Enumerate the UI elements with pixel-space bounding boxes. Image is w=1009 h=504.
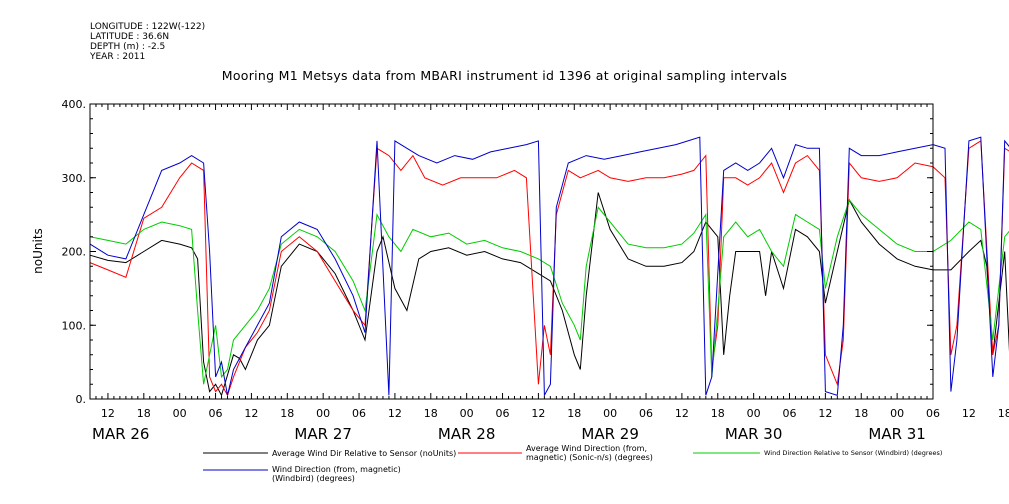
latitude-text: LATITUDE : 36.6N [90, 32, 170, 42]
series-line-3 [89, 198, 1009, 385]
legend-lines [203, 452, 760, 471]
legend-label-4: Wind Direction (from, magnetic) (Windbir… [272, 465, 401, 483]
x-hour-label: 18 [280, 407, 294, 420]
x-hour-label: 00 [890, 407, 904, 420]
x-hour-label: 12 [675, 407, 689, 420]
x-hour-label: 06 [926, 407, 940, 420]
x-hour-label: 12 [388, 407, 402, 420]
x-hour-label: 12 [818, 407, 832, 420]
x-hour-label: 00 [316, 407, 330, 420]
x-hour-label: 18 [424, 407, 438, 420]
x-hour-label: 18 [567, 407, 581, 420]
x-day-label: MAR 30 [725, 425, 782, 443]
x-day-label: MAR 26 [92, 425, 149, 443]
x-hour-label: 06 [639, 407, 653, 420]
x-hour-label: 00 [603, 407, 617, 420]
x-hour-label: 12 [244, 407, 258, 420]
x-day-label: MAR 27 [294, 425, 351, 443]
x-hour-label: 00 [173, 407, 187, 420]
series-layer [89, 136, 1009, 398]
y-tick-label: 400. [62, 98, 87, 111]
x-day-label: MAR 28 [438, 425, 495, 443]
x-hour-label: 06 [783, 407, 797, 420]
series-line-1 [89, 192, 1009, 397]
x-day-label: MAR 31 [868, 425, 925, 443]
x-hour-label: 06 [209, 407, 223, 420]
x-hour-label: 06 [352, 407, 366, 420]
x-hour-label: 00 [747, 407, 761, 420]
legend-label-1: Average Wind Dir Relative to Sensor (noU… [272, 449, 457, 458]
series-line-4 [89, 136, 1009, 398]
y-axis-label: noUnits [31, 228, 45, 274]
x-hour-label: 12 [962, 407, 976, 420]
year-text: YEAR : 2011 [90, 52, 146, 62]
longitude-text: LONGITUDE : 122W(-122) [90, 22, 206, 32]
legend-label-3: Wind Direction Relative to Sensor (Windb… [764, 449, 943, 457]
x-hour-label: 18 [854, 407, 868, 420]
y-tick-label: 0. [76, 393, 87, 406]
x-hour-label: 12 [531, 407, 545, 420]
x-hour-label: 18 [711, 407, 725, 420]
series-line-2 [89, 140, 1009, 397]
x-hour-label: 18 [998, 407, 1009, 420]
y-tick-label: 100. [62, 319, 87, 332]
chart-title: Mooring M1 Metsys data from MBARI instru… [221, 68, 788, 83]
x-hour-label: 06 [496, 407, 510, 420]
ticks-layer: 0. 100. 200. 300. 400. 12 18 00 06 12 18 00 06 12 18 00… [62, 98, 1009, 443]
x-day-label: MAR 29 [581, 425, 638, 443]
depth-text: DEPTH (m) : -2.5 [90, 42, 166, 52]
x-hour-label: 00 [460, 407, 474, 420]
x-hour-label: 18 [137, 407, 151, 420]
y-tick-label: 300. [62, 172, 87, 185]
x-hour-label: 12 [101, 407, 115, 420]
y-tick-label: 200. [62, 246, 87, 259]
legend-label-2: Average Wind Direction (from, magnetic) … [526, 444, 653, 462]
